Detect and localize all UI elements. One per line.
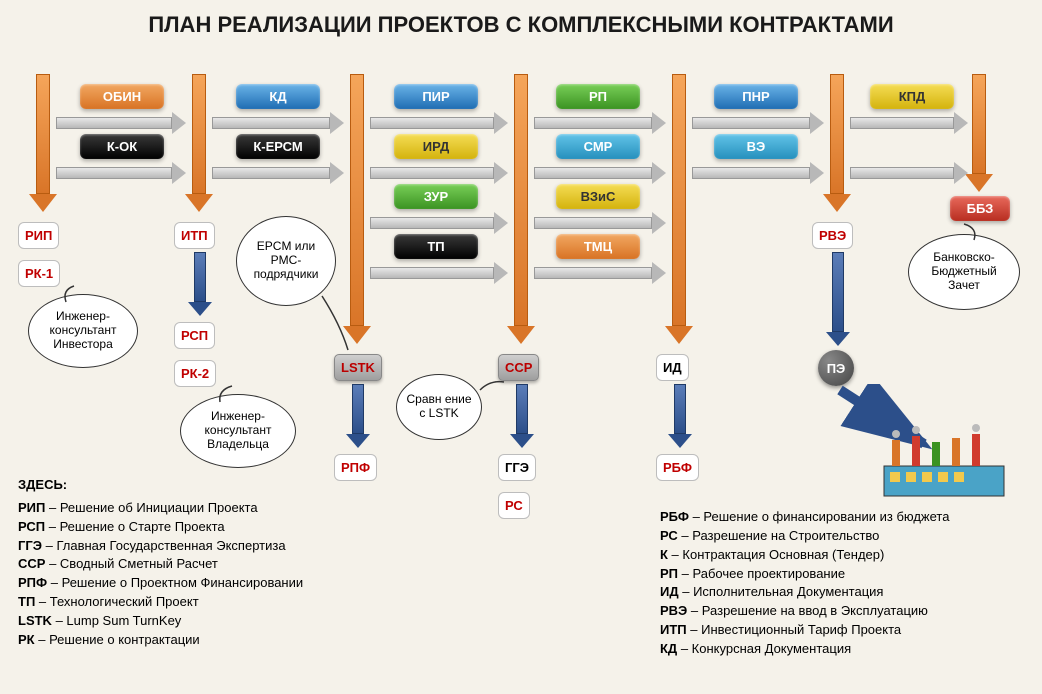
legend-row: РП – Рабочее проектирование (660, 565, 1030, 584)
phase-arrow-6 (826, 74, 848, 212)
bubble-compare: Сравн ение с LSTK (396, 374, 482, 440)
flow-arrow (370, 164, 508, 182)
bubble-tail (320, 294, 350, 354)
badge-rp: РП (556, 84, 640, 109)
flow-arrow (56, 114, 186, 132)
bubble-tail (478, 378, 506, 398)
badge-smr: СМР (556, 134, 640, 159)
box-id: ИД (656, 354, 689, 381)
phase-arrow-4 (510, 74, 532, 344)
bubble-owner: Инженер-консультант Владельца (180, 394, 296, 468)
blue-arrow (670, 384, 690, 448)
phase-arrow-2 (188, 74, 210, 212)
legend-row: К – Контрактация Основная (Тендер) (660, 546, 1030, 565)
flow-arrow (370, 264, 508, 282)
flow-arrow (692, 114, 824, 132)
diagram-canvas: ОБИН КД ПИР РП ПНР КПД К-ОК К-ЕРСМ ИРД С… (0, 44, 1042, 684)
box-rs: РС (498, 492, 530, 519)
bubble-investor: Инженер-консультант Инвестора (28, 294, 138, 368)
legend-row: ТП – Технологический Проект (18, 593, 438, 612)
badge-tmts: ТМЦ (556, 234, 640, 259)
badge-ird: ИРД (394, 134, 478, 159)
box-lstk: LSTK (334, 354, 382, 381)
blue-arrow (512, 384, 532, 448)
box-rsp: РСП (174, 322, 215, 349)
flow-arrow (56, 164, 186, 182)
legend-left: ЗДЕСЬ: РИП – Решение об Инициации Проект… (18, 476, 438, 650)
page-title: ПЛАН РЕАЛИЗАЦИИ ПРОЕКТОВ С КОМПЛЕКСНЫМИ … (0, 0, 1042, 44)
badge-pir: ПИР (394, 84, 478, 109)
blue-arrow (828, 252, 848, 346)
flow-arrow (692, 164, 824, 182)
flow-arrow (370, 114, 508, 132)
bubble-epcm: EPCM или PMC-подрядчики (236, 216, 336, 306)
badge-zur: ЗУР (394, 184, 478, 209)
legend-row: РСП – Решение о Старте Проекта (18, 518, 438, 537)
legend-header: ЗДЕСЬ: (18, 476, 438, 495)
box-ssr: ССР (498, 354, 539, 381)
flow-arrow (534, 214, 666, 232)
badge-bbz: ББЗ (950, 196, 1010, 221)
legend-row: РВЭ – Разрешение на ввод в Эксплуатацию (660, 602, 1030, 621)
bubble-tail (60, 284, 80, 304)
badge-vzis: ВЗиС (556, 184, 640, 209)
box-rip: РИП (18, 222, 59, 249)
box-rve: РВЭ (812, 222, 853, 249)
legend-row: ССР – Сводный Сметный Расчет (18, 555, 438, 574)
phase-arrow-7 (968, 74, 990, 192)
flow-arrow (212, 114, 344, 132)
flow-arrow (212, 164, 344, 182)
legend-row: ГГЭ – Главная Государственная Экспертиза (18, 537, 438, 556)
factory-icon (880, 422, 1010, 502)
flow-arrow (534, 264, 666, 282)
badge-kd: КД (236, 84, 320, 109)
phase-arrow-1 (32, 74, 54, 212)
legend-row: РК – Решение о контрактации (18, 631, 438, 650)
flow-arrow (534, 164, 666, 182)
legend-row: РС – Разрешение на Строительство (660, 527, 1030, 546)
legend-row: КД – Конкурсная Документация (660, 640, 1030, 659)
badge-tp: ТП (394, 234, 478, 259)
box-rk1: РК-1 (18, 260, 60, 287)
bubble-tail (216, 384, 236, 404)
box-gge: ГГЭ (498, 454, 536, 481)
legend-row: LSTK – Lump Sum TurnKey (18, 612, 438, 631)
legend-row: ИД – Исполнительная Документация (660, 583, 1030, 602)
phase-arrow-5 (668, 74, 690, 344)
legend-row: РПФ – Решение о Проектном Финансировании (18, 574, 438, 593)
legend-row: РИП – Решение об Инициации Проекта (18, 499, 438, 518)
box-rk2: РК-2 (174, 360, 216, 387)
circle-pe: ПЭ (818, 350, 854, 386)
badge-kpd: КПД (870, 84, 954, 109)
badge-obin: ОБИН (80, 84, 164, 109)
box-itp: ИТП (174, 222, 215, 249)
legend-row: РБФ – Решение о финансировании из бюджет… (660, 508, 1030, 527)
legend-right: РБФ – Решение о финансировании из бюджет… (660, 508, 1030, 659)
badge-kepcm: К-ЕРСМ (236, 134, 320, 159)
bubble-bank: Банковско-Бюджетный Зачет (908, 234, 1020, 310)
badge-ve: ВЭ (714, 134, 798, 159)
flow-arrow (850, 164, 968, 182)
box-rbf: РБФ (656, 454, 699, 481)
blue-arrow (190, 252, 210, 316)
flow-arrow (534, 114, 666, 132)
badge-kok: К-ОК (80, 134, 164, 159)
legend-row: ИТП – Инвестиционный Тариф Проекта (660, 621, 1030, 640)
badge-pnr: ПНР (714, 84, 798, 109)
bubble-tail (962, 222, 982, 242)
blue-arrow (348, 384, 368, 448)
flow-arrow (370, 214, 508, 232)
flow-arrow (850, 114, 968, 132)
